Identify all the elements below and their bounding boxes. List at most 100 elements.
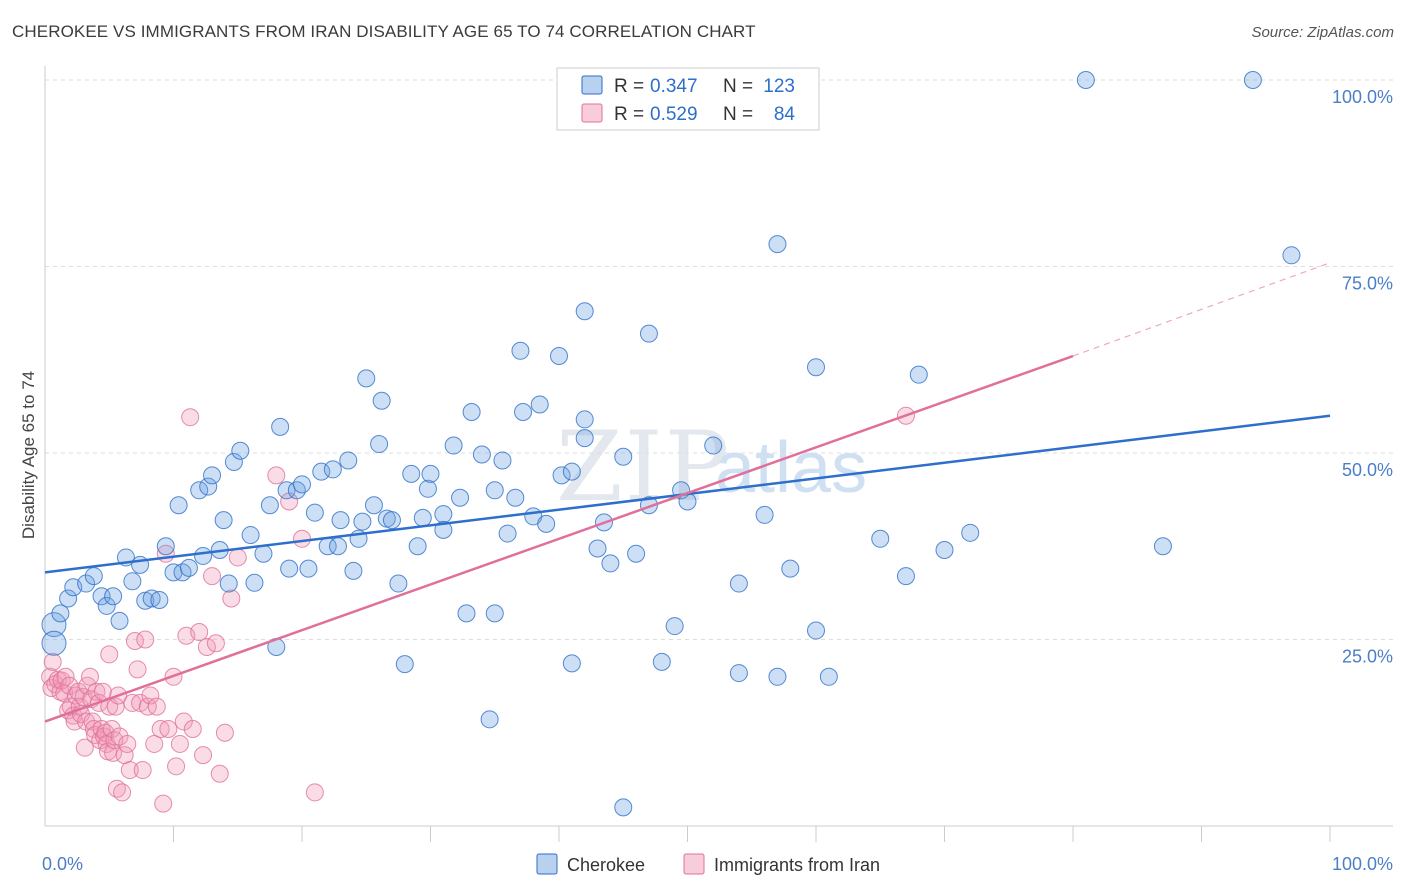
iran-point-22 <box>80 667 99 686</box>
cherokee-point-37 <box>277 481 296 500</box>
y-tick-label-0: 25.0% <box>1342 647 1393 667</box>
cherokee-point-77 <box>506 488 525 507</box>
cherokee-point-65 <box>434 505 453 524</box>
legend-n-label-2: N = <box>723 104 753 125</box>
cherokee-point-63 <box>418 479 437 498</box>
iran-point-27 <box>87 682 106 701</box>
cherokee-point-66 <box>434 520 453 539</box>
iran-point-53 <box>136 630 155 649</box>
cherokee-point-54 <box>370 435 389 454</box>
series-cherokee-points <box>41 71 1301 817</box>
source-credit: Source: ZipAtlas.com <box>1251 24 1394 41</box>
cherokee-point-116 <box>961 523 980 542</box>
cherokee-point-58 <box>389 574 408 593</box>
iran-point-74 <box>210 764 229 783</box>
cherokee-point-28 <box>219 574 238 593</box>
iran-point-63 <box>167 757 186 776</box>
bottom-legend-cherokee: Cherokee <box>567 855 645 875</box>
iran-point-10 <box>60 676 79 695</box>
cherokee-point-2 <box>51 604 70 623</box>
iran-point-8 <box>56 667 75 686</box>
iran-point-43 <box>110 727 129 746</box>
cherokee-point-114 <box>909 365 928 384</box>
bottom-legend-iran: Immigrants from Iran <box>714 855 880 875</box>
cherokee-point-49 <box>344 561 363 580</box>
legend-swatch-iran <box>581 103 603 123</box>
cherokee-point-45 <box>323 460 342 479</box>
x-tick-label-right: 100.0% <box>1332 854 1393 874</box>
cherokee-point-25 <box>203 466 222 485</box>
series-iran-points <box>41 406 915 813</box>
cherokee-point-74 <box>485 481 504 500</box>
bottom-legend: Cherokee Immigrants from Iran <box>536 853 880 875</box>
cherokee-point-102 <box>704 436 723 455</box>
trend-line-iran-extension <box>1072 262 1331 357</box>
iran-point-75 <box>215 723 234 742</box>
legend-r-value-2: 0.529 <box>650 104 698 125</box>
cherokee-point-0 <box>41 612 67 638</box>
cherokee-point-51 <box>353 512 372 531</box>
cherokee-point-36 <box>271 417 290 436</box>
cherokee-point-88 <box>575 302 594 321</box>
iran-point-64 <box>170 734 189 753</box>
cherokee-point-105 <box>755 505 774 524</box>
cherokee-point-92 <box>601 554 620 573</box>
legend-r-label-1: R = <box>614 76 644 97</box>
cherokee-point-84 <box>552 466 571 485</box>
y-axis-title: Disability Age 65 to 74 <box>19 371 38 539</box>
cherokee-point-78 <box>511 341 530 360</box>
iran-point-69 <box>190 623 209 642</box>
cherokee-point-30 <box>231 441 250 460</box>
cherokee-point-33 <box>254 544 273 563</box>
cherokee-point-17 <box>156 537 175 556</box>
cherokee-point-83 <box>550 347 568 366</box>
trend-lines <box>44 262 1331 723</box>
cherokee-point-19 <box>169 496 188 515</box>
trend-line-iran <box>44 354 1074 723</box>
legend-n-value-1: 123 <box>763 76 795 97</box>
cherokee-point-98 <box>652 652 671 671</box>
iran-point-56 <box>145 734 164 753</box>
cherokee-point-27 <box>214 511 233 530</box>
cherokee-point-39 <box>287 481 306 500</box>
iran-point-77 <box>228 548 247 567</box>
iran-point-47 <box>120 761 139 780</box>
cherokee-point-24 <box>199 477 218 496</box>
cherokee-point-87 <box>575 410 594 429</box>
cherokee-point-119 <box>1243 71 1262 89</box>
cherokee-point-42 <box>305 503 324 522</box>
cherokee-point-117 <box>1076 71 1095 89</box>
x-tick-label-left: 0.0% <box>42 854 83 874</box>
iran-point-20 <box>77 712 96 731</box>
cherokee-point-108 <box>781 559 800 578</box>
cherokee-point-109 <box>807 358 825 377</box>
cherokee-point-93 <box>614 798 633 817</box>
cherokee-point-120 <box>1282 246 1301 265</box>
cherokee-point-10 <box>110 611 129 630</box>
cherokee-point-6 <box>84 567 103 586</box>
cherokee-point-61 <box>408 537 427 556</box>
cherokee-point-53 <box>364 496 383 515</box>
cherokee-point-75 <box>493 451 512 470</box>
cherokee-point-95 <box>627 544 646 563</box>
x-tick-labels: 0.0% 100.0% <box>42 854 1393 874</box>
cherokee-point-103 <box>729 574 748 593</box>
cherokee-point-96 <box>639 324 658 343</box>
cherokee-point-32 <box>245 573 264 592</box>
cherokee-point-68 <box>451 488 470 507</box>
iran-point-57 <box>147 697 166 716</box>
bottom-legend-swatch-iran <box>683 853 705 875</box>
cherokee-point-43 <box>312 462 331 481</box>
cherokee-point-111 <box>819 667 838 686</box>
iran-point-24 <box>83 712 102 731</box>
cherokee-point-60 <box>402 464 421 483</box>
cherokee-point-104 <box>729 664 748 683</box>
iran-point-73 <box>206 634 225 653</box>
iran-point-40 <box>106 697 125 716</box>
cherokee-point-9 <box>104 587 123 606</box>
cherokee-point-38 <box>280 559 299 578</box>
cherokee-point-72 <box>480 710 499 729</box>
iran-point-83 <box>100 645 119 664</box>
cherokee-point-82 <box>537 514 556 533</box>
cherokee-point-34 <box>260 496 279 515</box>
